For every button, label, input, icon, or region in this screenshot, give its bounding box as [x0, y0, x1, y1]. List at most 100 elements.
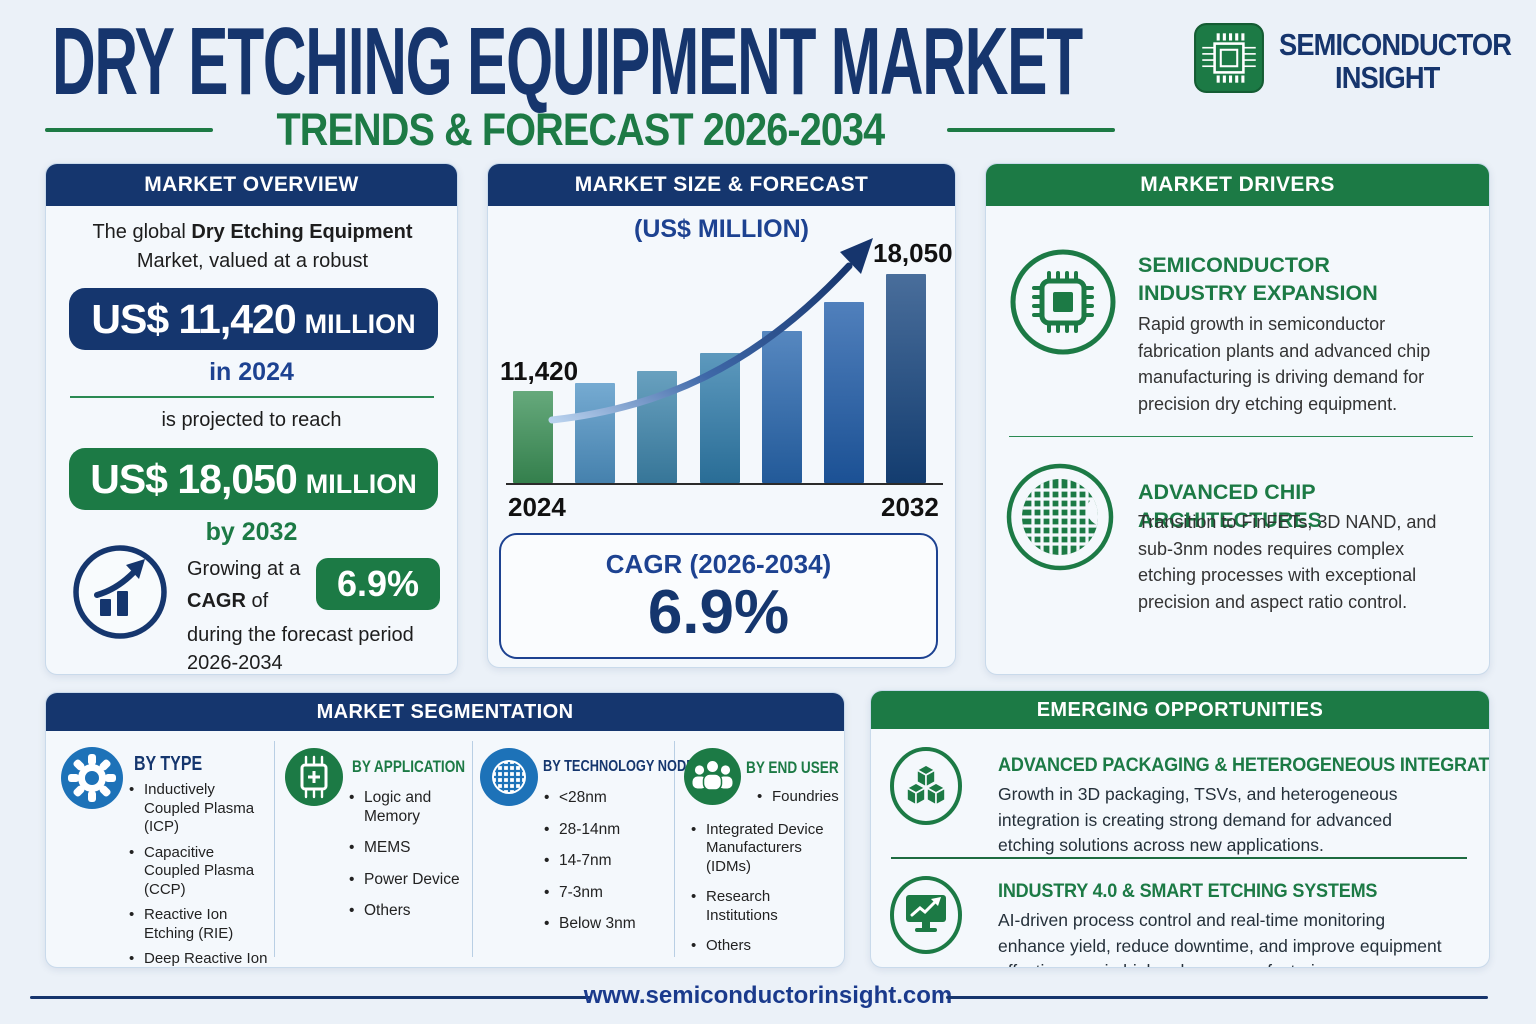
trend-arrow: [546, 234, 881, 434]
chart-start-value-label: 11,420: [500, 356, 579, 386]
segment-by-technology-node-list: <28nm 28-14nm 14-7nm 7-3nm Below 3nm: [544, 789, 664, 947]
brand-logo: SEMICONDUCTOR INSIGHT: [1193, 22, 1525, 99]
chart-x-start-label: 2024: [508, 492, 566, 522]
opportunity-1-title: ADVANCED PACKAGING & HETEROGENEOUS INTEG…: [998, 755, 1490, 776]
segment-by-technology-node-title: BY TECHNOLOGY NODE: [543, 758, 695, 775]
value-2032-pill: US$ 18,050 MILLION: [69, 448, 438, 510]
market-size-header: MARKET SIZE & FORECAST: [488, 164, 955, 206]
chart-bar: [513, 391, 553, 483]
emerging-opportunities-panel: EMERGING OPPORTUNITIES: [870, 690, 1490, 968]
market-segmentation-header: MARKET SEGMENTATION: [46, 693, 844, 731]
list-item: Reactive Ion Etching (RIE): [129, 906, 274, 943]
page-subtitle-row: TRENDS & FORECAST 2026-2034: [45, 104, 1115, 155]
chip-circuit-icon: [1008, 247, 1118, 362]
list-item: MEMS: [349, 839, 469, 858]
brand-name: SEMICONDUCTOR INSIGHT: [1279, 26, 1512, 95]
market-overview-panel: MARKET OVERVIEW The global Dry Etching E…: [45, 163, 458, 675]
opportunity-2-body: AI-driven process control and real-time …: [998, 910, 1442, 967]
market-drivers-panel: MARKET DRIVERS SEMICONDUCTOR INDUSTRY EX…: [985, 163, 1490, 675]
chart-x-end-label: 2032: [881, 492, 939, 522]
chart-end-value-label: 18,050: [873, 238, 953, 268]
driver-1-body: Rapid growth in semiconductor fabricatio…: [1138, 314, 1431, 414]
chart-unit-label: (US$ MILLION): [634, 215, 809, 243]
value-2032-note: by 2032: [205, 518, 298, 546]
list-item: Deep Reactive Ion Etching (DRIE): [129, 950, 274, 967]
segment-by-type-title: BY TYPE: [134, 753, 203, 775]
segment-divider-2: [472, 741, 473, 957]
cagr-box: CAGR (2026-2034) 6.9%: [499, 533, 938, 659]
chart-x-axis: [506, 483, 943, 485]
list-item: Power Device: [349, 871, 469, 890]
market-drivers-header: MARKET DRIVERS: [986, 164, 1489, 206]
list-item: Research Institutions: [691, 888, 841, 925]
driver-1-title: SEMICONDUCTOR INDUSTRY EXPANSION: [1138, 253, 1378, 305]
list-item: Integrated Device Manufacturers (IDMs): [691, 821, 841, 877]
wafer-grid-icon: [480, 748, 538, 811]
growing-line1: Growing at a: [187, 558, 301, 580]
list-item: 28-14nm: [544, 821, 664, 840]
opportunities-divider: [891, 857, 1467, 859]
market-segmentation-panel: MARKET SEGMENTATION: [45, 692, 845, 968]
growing-line3: during the forecast period: [187, 624, 414, 646]
monitor-chart-icon: [889, 875, 963, 960]
market-size-body: (US$ MILLION) 11,420 18,050 2024 2032: [488, 206, 955, 667]
market-size-panel: MARKET SIZE & FORECAST (US$ MILLION) 11,…: [487, 163, 956, 668]
growing-line4: 2026-2034: [187, 652, 283, 674]
subtitle-left-line: [45, 128, 213, 132]
subtitle-right-line: [947, 128, 1115, 132]
driver-2-title: ADVANCED CHIP ARCHITECTURES: [1138, 480, 1322, 532]
bar-chart-bars: [513, 274, 926, 483]
list-item: Capacitive Coupled Plasma (CCP): [129, 844, 274, 900]
value-2024-note: in 2024: [209, 358, 294, 386]
list-item: Others: [349, 902, 469, 921]
cagr-box-label: CAGR (2026-2034): [605, 549, 832, 579]
footer-left-line: [30, 996, 591, 999]
segment-divider-1: [274, 741, 275, 957]
segment-by-application-list: Logic and Memory MEMS Power Device Other…: [349, 789, 469, 934]
projection-text: is projected to reach: [161, 409, 342, 431]
emerging-opportunities-header: EMERGING OPPORTUNITIES: [871, 691, 1489, 729]
footer-right-line: [946, 996, 1488, 999]
footer-url-link[interactable]: www.semiconductorinsight.com: [583, 982, 953, 1009]
cagr-box-value: 6.9%: [647, 578, 790, 647]
market-overview-header: MARKET OVERVIEW: [46, 164, 457, 206]
segment-divider-3: [674, 741, 675, 957]
list-item: 14-7nm: [544, 852, 664, 871]
market-overview-body: The global Dry Etching Equipment Market,…: [46, 206, 457, 674]
segment-by-application-title: BY APPLICATION: [352, 757, 466, 776]
growth-chart-icon: [70, 542, 170, 647]
driver-2-body: Transition to FinFETs, 3D NAND, and sub-…: [1138, 512, 1437, 612]
people-icon: [684, 748, 741, 810]
segment-by-type-list: Inductively Coupled Plasma (ICP) Capacit…: [129, 781, 274, 967]
list-item: Below 3nm: [544, 915, 664, 934]
cubes-icon: [889, 746, 963, 831]
chart-bar: [886, 274, 926, 483]
segment-by-end-user-title: BY END USER: [746, 758, 839, 777]
market-drivers-body: SEMICONDUCTOR INDUSTRY EXPANSION Rapid g…: [986, 206, 1489, 674]
overview-intro: The global Dry Etching Equipment Market,…: [92, 221, 413, 272]
gear-icon: [61, 747, 123, 814]
list-item: <28nm: [544, 789, 664, 808]
chip-icon: [285, 748, 343, 811]
page-subtitle: TRENDS & FORECAST 2026-2034: [276, 104, 885, 155]
chip-logo-icon: [1193, 22, 1265, 99]
emerging-opportunities-body: ADVANCED PACKAGING & HETEROGENEOUS INTEG…: [871, 729, 1490, 967]
drivers-divider: [1009, 436, 1473, 437]
list-item: 7-3nm: [544, 884, 664, 903]
chart-bar: [824, 302, 864, 483]
brand-name-line2: INSIGHT: [1334, 59, 1440, 95]
growing-line2: CAGR of: [187, 590, 269, 612]
list-item: Foundries: [757, 788, 841, 807]
opportunity-2-title: INDUSTRY 4.0 & SMART ETCHING SYSTEMS: [998, 881, 1378, 902]
cagr-value-pill: 6.9%: [316, 558, 440, 610]
page-title: DRY ETCHING EQUIPMENT MARKET: [52, 8, 1083, 115]
segment-by-end-user-list: Foundries Integrated Device Manufacturer…: [691, 788, 841, 963]
overview-divider: [70, 396, 434, 398]
opportunity-1-body: Growth in 3D packaging, TSVs, and hetero…: [998, 784, 1398, 855]
list-item: Inductively Coupled Plasma (ICP): [129, 781, 274, 837]
wafer-icon: [1004, 461, 1116, 578]
market-segmentation-body: BY TYPE Inductively Coupled Plasma (ICP)…: [46, 731, 844, 967]
brand-name-line1: SEMICONDUCTOR: [1279, 26, 1512, 62]
value-2024-pill: US$ 11,420 MILLION: [69, 288, 438, 350]
